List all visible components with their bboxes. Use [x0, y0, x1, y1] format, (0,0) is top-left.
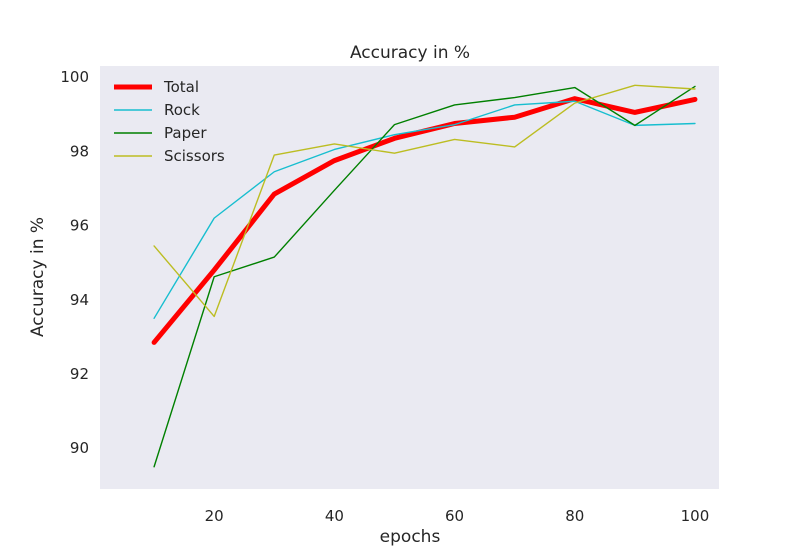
y-tick-labels: 90 92 94 96 98 100 [60, 68, 89, 457]
y-tick-label: 90 [70, 439, 89, 457]
x-tick-label: 60 [445, 507, 464, 525]
series-line-paper [153, 85, 696, 468]
legend: Total Rock Paper Scissors [114, 78, 225, 165]
legend-label-total: Total [163, 78, 199, 96]
x-axis-label: epochs [380, 527, 441, 547]
x-tick-label: 100 [681, 507, 710, 525]
series-line-scissors [153, 84, 696, 318]
legend-label-rock: Rock [164, 101, 200, 119]
y-tick-label: 98 [70, 142, 89, 160]
chart-title: Accuracy in % [350, 43, 470, 63]
series-line-rock [153, 100, 696, 320]
x-tick-label: 40 [325, 507, 344, 525]
series-line-total [151, 96, 698, 345]
y-tick-label: 100 [60, 68, 89, 86]
y-tick-label: 96 [70, 217, 89, 235]
x-tick-label: 20 [205, 507, 224, 525]
series-layer [151, 84, 698, 468]
legend-label-paper: Paper [164, 124, 207, 142]
y-tick-label: 94 [70, 291, 89, 309]
x-tick-label: 80 [565, 507, 584, 525]
y-tick-label: 92 [70, 365, 89, 383]
x-tick-labels: 20 40 60 80 100 [205, 507, 710, 525]
legend-label-scissors: Scissors [164, 147, 225, 165]
y-axis-label: Accuracy in % [28, 217, 48, 337]
